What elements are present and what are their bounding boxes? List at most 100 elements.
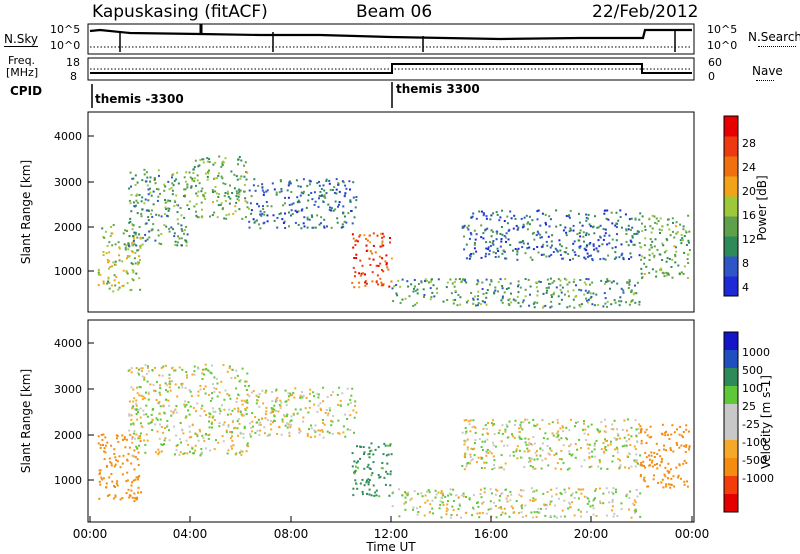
velocity-cell — [474, 431, 477, 434]
velocity-cell — [181, 429, 184, 432]
velocity-cell — [354, 471, 356, 473]
velocity-cell — [175, 434, 178, 437]
velocity-cell — [512, 454, 515, 457]
velocity-cell — [193, 373, 196, 376]
velocity-cell — [501, 511, 504, 514]
velocity-cell — [128, 434, 131, 437]
power-cell — [579, 235, 582, 238]
velocity-cell — [138, 475, 141, 478]
power-cell — [641, 215, 644, 218]
velocity-colorbar-segment — [724, 350, 738, 369]
power-cell — [490, 280, 493, 283]
power-cell — [227, 195, 230, 198]
power-cell — [556, 250, 559, 253]
velocity-cell — [588, 456, 591, 458]
velocity-cell — [571, 492, 574, 495]
power-cell — [659, 268, 661, 271]
power-cell — [222, 182, 225, 185]
power-cell — [138, 233, 141, 236]
power-cell — [519, 305, 522, 308]
power-cell — [640, 267, 643, 270]
velocity-cell — [184, 405, 187, 408]
power-cell — [331, 189, 334, 191]
velocity-cell — [530, 487, 533, 490]
power-cell — [149, 176, 152, 179]
velocity-cell — [192, 406, 195, 409]
velocity-cell — [534, 498, 537, 501]
velocity-cell — [611, 423, 614, 426]
velocity-cell — [310, 424, 312, 427]
velocity-cell — [648, 458, 651, 461]
velocity-cell — [643, 480, 646, 483]
velocity-cell — [191, 447, 194, 450]
power-cell — [237, 195, 240, 198]
velocity-cell — [140, 491, 143, 494]
power-cell — [501, 233, 504, 236]
power-cell — [661, 225, 664, 228]
power-cell — [505, 288, 508, 290]
power-cell — [199, 159, 202, 161]
power-cell — [294, 209, 297, 212]
power-cell — [496, 213, 499, 216]
velocity-colorbar — [724, 332, 738, 513]
velocity-cell — [518, 431, 521, 433]
power-cell — [223, 217, 226, 220]
velocity-cell — [669, 486, 672, 489]
velocity-cell — [145, 413, 148, 416]
velocity-cell — [293, 396, 296, 399]
power-colorbar-tick: 28 — [742, 137, 756, 150]
nsearch-line-key — [758, 46, 796, 47]
velocity-cell — [218, 425, 221, 428]
power-cell — [371, 271, 374, 274]
velocity-cell — [633, 445, 636, 448]
velocity-cell — [650, 454, 653, 457]
power-cell — [682, 225, 685, 228]
velocity-cell — [226, 413, 229, 416]
velocity-cell — [121, 434, 124, 437]
power-cell — [276, 226, 279, 229]
power-cell — [545, 255, 548, 258]
power-cell — [335, 188, 338, 191]
velocity-cell — [461, 465, 464, 467]
power-cell — [144, 233, 147, 236]
velocity-cell — [279, 405, 282, 407]
power-cell — [193, 177, 196, 180]
power-cell — [108, 251, 111, 254]
power-cell — [492, 251, 495, 254]
power-cell — [593, 304, 596, 307]
power-cell — [627, 287, 630, 289]
velocity-cell — [536, 511, 539, 513]
power-cell — [587, 278, 590, 281]
power-cell — [540, 253, 543, 256]
power-cell — [364, 281, 367, 284]
velocity-cell — [667, 471, 670, 474]
power-cell — [686, 277, 689, 279]
power-cell — [340, 226, 343, 229]
velocity-cell — [275, 388, 278, 391]
power-cell — [135, 194, 138, 197]
velocity-cell — [546, 437, 549, 440]
velocity-cell — [367, 463, 370, 466]
power-cell — [109, 235, 112, 237]
velocity-cell — [637, 427, 640, 430]
velocity-cell — [134, 437, 137, 440]
power-cell — [278, 213, 281, 216]
velocity-cell — [472, 494, 475, 497]
velocity-cell — [628, 438, 631, 441]
velocity-cell — [610, 428, 613, 430]
power-cell — [656, 222, 658, 225]
power-cell — [258, 223, 261, 226]
velocity-cell — [600, 448, 603, 451]
velocity-cell — [571, 501, 574, 504]
velocity-cell — [162, 365, 165, 368]
velocity-cell — [639, 515, 642, 518]
velocity-cell — [619, 464, 622, 467]
power-cell — [97, 271, 100, 274]
velocity-cell — [246, 401, 249, 404]
power-cell — [650, 231, 653, 234]
power-cell — [139, 246, 142, 249]
velocity-cell — [159, 423, 161, 426]
velocity-cell — [240, 453, 243, 456]
velocity-cell — [154, 389, 157, 392]
velocity-cell — [349, 414, 352, 417]
